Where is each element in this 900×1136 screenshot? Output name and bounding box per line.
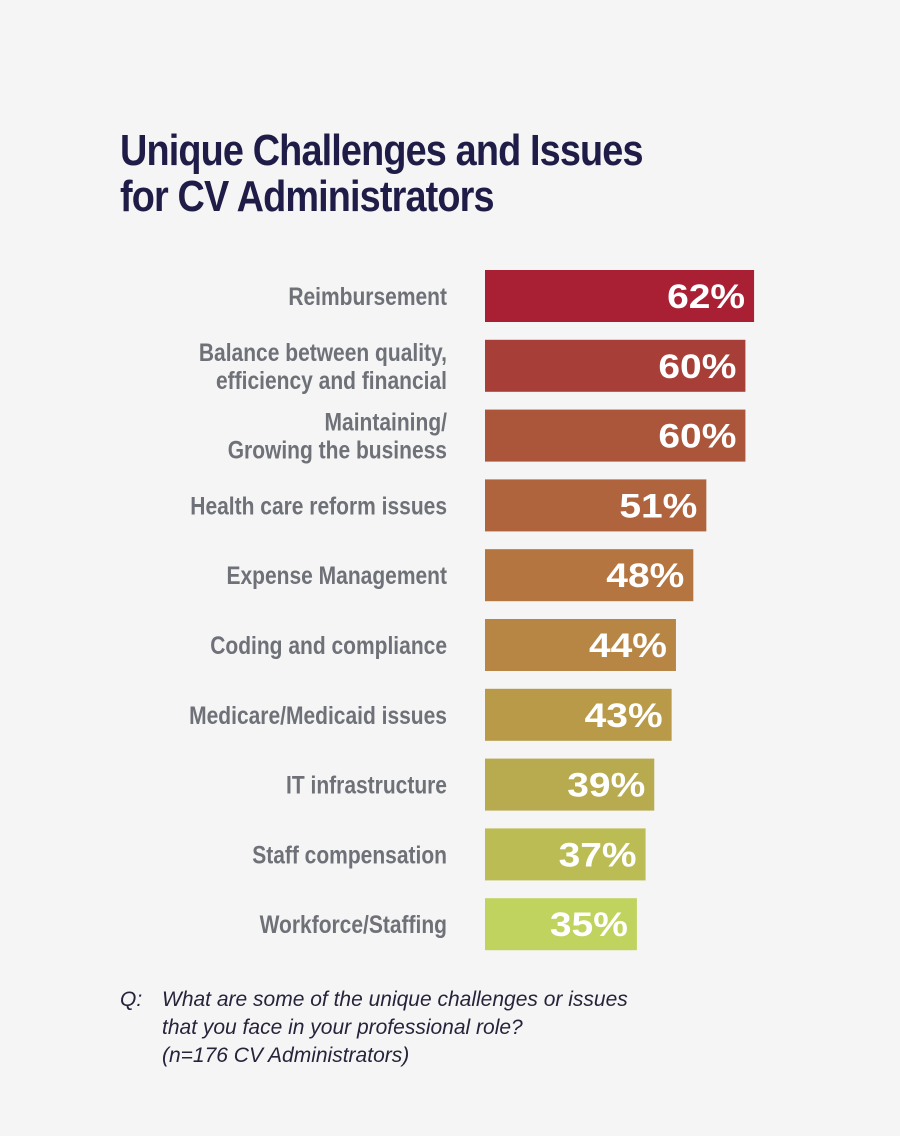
bar-value-label: 44% [589, 627, 667, 665]
bar [485, 549, 694, 602]
bar [485, 898, 637, 951]
bar-value-label: 51% [619, 487, 697, 525]
bar-group: 37% Staff compensation [252, 828, 646, 881]
bar-group: 35% Workforce/Staffing [260, 898, 637, 951]
bar-group: 48% Expense Management [227, 549, 694, 602]
bar-value-label: 35% [550, 906, 628, 944]
bar-value-label: 60% [658, 418, 736, 456]
bar [485, 270, 755, 322]
category-label: Workforce/Staffing [260, 910, 447, 938]
footnote-line-2: that you face in your professional role? [162, 1016, 523, 1039]
bar-group: 43% Medicare/Medicaid issues [189, 688, 672, 741]
bar-group: 60% Maintaining/Growing the business [228, 408, 746, 464]
bar [485, 339, 746, 392]
bar-group: 60% Balance between quality,efficiency an… [199, 338, 746, 394]
bar [485, 758, 655, 811]
category-label: Reimbursement [288, 282, 447, 310]
bar-value-label: 62% [667, 278, 745, 316]
category-label: Health care reform issues [190, 492, 447, 520]
bar-value-label: 37% [559, 836, 637, 874]
bar-group: 39% IT infrastructure [286, 758, 655, 811]
category-label: Staff compensation [252, 841, 447, 869]
footnote-line-3: (n=176 CV Administrators) [162, 1044, 410, 1067]
bar [485, 688, 672, 741]
bar [485, 409, 746, 462]
category-label: IT infrastructure [286, 771, 447, 799]
chart-title: Unique Challenges and Issues for CV Admi… [120, 128, 722, 220]
category-label: Maintaining/ [325, 408, 448, 436]
bar-group: 51% Health care reform issues [190, 479, 707, 532]
bar [485, 479, 707, 532]
chart-title-line-1: Unique Challenges and Issues [120, 126, 644, 175]
bar-group: 44% Coding and compliance [210, 619, 676, 671]
bar-value-label: 39% [567, 767, 645, 805]
bar [485, 828, 646, 881]
category-label: Expense Management [227, 561, 448, 589]
bar-value-label: 43% [585, 697, 663, 735]
bar [485, 619, 676, 671]
bar-value-label: 48% [606, 557, 684, 595]
category-label: Medicare/Medicaid issues [189, 701, 447, 729]
question-prefix: Q: [120, 988, 143, 1011]
footnote-line-1: What are some of the unique challenges o… [162, 988, 628, 1011]
category-label: Growing the business [228, 436, 447, 464]
category-label: Balance between quality, [199, 338, 447, 366]
bar-value-label: 60% [658, 348, 736, 386]
category-label: efficiency and financial [216, 366, 447, 394]
bar-group: 62% Reimbursement [288, 270, 755, 322]
chart-title-line-2: for CV Administrators [120, 172, 495, 221]
category-label: Coding and compliance [210, 631, 447, 659]
